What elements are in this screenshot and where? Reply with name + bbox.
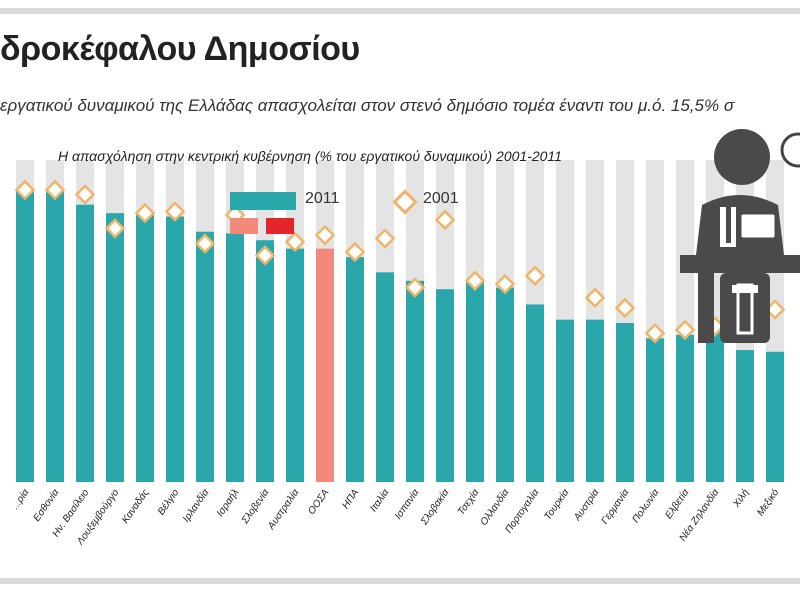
bar-2011-17 — [526, 304, 544, 482]
page-subtitle: εργατικού δυναμικού της Ελλάδας απασχολε… — [0, 96, 735, 115]
bar-2011-6 — [196, 231, 214, 482]
marker-2001-16 — [494, 273, 516, 295]
marker-2001-11 — [344, 241, 366, 263]
tick-label-25: Μεξικό — [755, 486, 782, 518]
marker-2001-19 — [584, 287, 606, 308]
marker-2001-14 — [434, 209, 456, 231]
tick-label-0: ...ρία — [9, 487, 32, 512]
tick-label-16: Ολλανδία — [478, 487, 512, 528]
tick-label-21: Πολωνία — [630, 487, 662, 526]
bar-2011-7 — [226, 233, 244, 482]
bar-2011-16 — [496, 287, 514, 482]
bar-2011-8 — [256, 240, 274, 482]
tick-label-1: Εσθονία — [31, 487, 62, 524]
bar-2011-14 — [436, 289, 454, 482]
bar-2011-19 — [586, 319, 604, 482]
legend-2011-swatch — [230, 192, 296, 210]
marker-2001-21 — [644, 322, 666, 344]
marker-2001-3 — [104, 218, 126, 239]
tick-label-12: Ιταλία — [367, 487, 391, 515]
tick-label-4: Καναδάς — [119, 487, 151, 526]
bottom-frame-bar — [0, 578, 800, 584]
bar-2011-18 — [556, 319, 574, 482]
tick-label-5: Βέλγιο — [155, 486, 182, 517]
bar-2011-21 — [646, 338, 664, 482]
legend-2001-label: 2001 — [423, 190, 459, 207]
chart-title: Η απασχόληση στην κεντρική κυβέρνηση (% … — [58, 148, 562, 164]
bar-2011-20 — [616, 323, 634, 482]
marker-2001-15 — [464, 270, 486, 292]
marker-2001-22 — [674, 319, 696, 341]
marker-2001-10 — [314, 224, 336, 246]
tick-label-24: Χιλή — [730, 486, 752, 510]
marker-2001-0 — [14, 179, 36, 201]
bar-2011-11 — [346, 257, 364, 482]
marker-2001-8 — [254, 245, 276, 266]
tick-label-14: Σλοβακία — [418, 487, 452, 528]
marker-2001-2 — [74, 184, 96, 205]
tick-label-15: Τσεχία — [455, 487, 482, 518]
top-frame-bar — [0, 8, 800, 14]
marker-2001-9 — [284, 231, 306, 253]
bar-2011-12 — [376, 272, 394, 482]
bar-2011-4 — [136, 214, 154, 482]
marker-2001-4 — [134, 202, 156, 224]
bar-2011-15 — [466, 280, 484, 482]
bar-2011-3 — [106, 213, 124, 483]
tick-label-7: Ισραήλ — [214, 487, 241, 519]
tick-label-10: ΟΟΣΑ — [306, 487, 331, 517]
marker-2001-1 — [44, 179, 66, 201]
tick-label-8: Σλοβενία — [238, 487, 271, 527]
marker-2001-12 — [374, 228, 396, 249]
marker-2001-25 — [764, 299, 786, 320]
tick-label-20: Γερμανία — [599, 487, 632, 527]
bar-2011-5 — [166, 216, 184, 482]
bar-2011-2 — [76, 204, 94, 482]
bar-2011-13 — [406, 280, 424, 482]
tick-label-18: Τουρκία — [542, 487, 572, 523]
tick-label-13: Ισπανία — [392, 487, 421, 522]
bar-2011-9 — [286, 248, 304, 482]
legend-oecd-swatch — [230, 218, 258, 234]
marker-2001-17 — [524, 265, 546, 286]
legend-greece-swatch — [266, 218, 294, 234]
marker-2001-13 — [404, 277, 426, 298]
bar-2011-0 — [16, 190, 34, 482]
tick-label-6: Ιρλανδία — [180, 487, 211, 525]
tick-label-11: ΗΠΑ — [340, 487, 361, 511]
page-title: δροκέφαλου Δημοσίου — [0, 30, 360, 68]
office-worker-icon — [680, 129, 800, 343]
bar-2011-10 — [316, 248, 334, 482]
bar-2011-1 — [46, 190, 64, 482]
bar-2011-22 — [676, 334, 694, 482]
marker-2001-5 — [164, 201, 186, 222]
legend-2011-label: 2011 — [305, 190, 340, 207]
marker-2001-6 — [194, 233, 216, 254]
tick-label-19: Αυστρία — [571, 487, 602, 524]
bar-2011-25 — [766, 351, 784, 482]
marker-2001-20 — [614, 297, 636, 319]
bar-2011-24 — [736, 350, 754, 482]
bar-2011-23 — [706, 331, 724, 482]
tick-label-22: Ελβετία — [662, 487, 691, 521]
